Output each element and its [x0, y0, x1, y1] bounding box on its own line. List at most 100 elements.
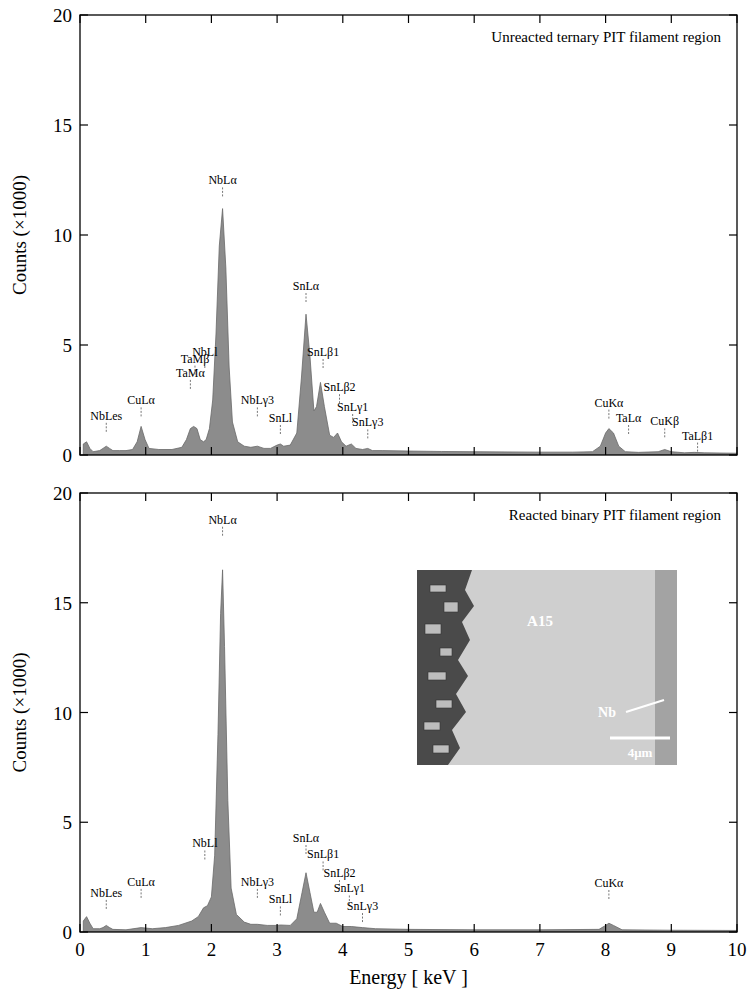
x-tick: [79, 924, 80, 932]
peak-label: TaMα: [176, 366, 205, 380]
y-tick: [729, 492, 737, 493]
y-tick: [80, 234, 88, 235]
inset-fragment: [425, 624, 441, 634]
inset-ground: [417, 570, 677, 765]
peak-label: SnLγ3: [347, 899, 378, 913]
x-tick-label: 1: [141, 939, 151, 960]
peak-label: SnLl: [269, 411, 293, 425]
peak-label: CuLα: [127, 393, 155, 407]
x-tick: [145, 447, 146, 455]
y-tick: [729, 124, 737, 125]
y-tick: [729, 234, 737, 235]
y-tick-label: 0: [63, 922, 73, 943]
y-tick: [80, 344, 88, 345]
x-tick: [342, 924, 343, 932]
peak-label: TaLβ1: [682, 429, 713, 443]
x-tick: [605, 447, 606, 455]
x-tick: [79, 493, 80, 501]
x-tick: [736, 493, 737, 501]
y-tick: [80, 712, 88, 713]
inset-nb-layer: [655, 570, 677, 765]
peak-label: SnLβ1: [307, 345, 339, 359]
peak-leader: [257, 407, 258, 416]
inset-porous-core: [417, 570, 474, 765]
x-tick: [408, 924, 409, 932]
scale-bar-label: 4μm: [628, 745, 653, 760]
x-tick: [671, 15, 672, 23]
peak-label: SnLβ2: [323, 866, 355, 880]
y-tick: [80, 931, 88, 932]
x-tick: [605, 924, 606, 932]
x-tick-label: 7: [535, 939, 545, 960]
y-tick: [80, 822, 88, 823]
x-tick: [736, 447, 737, 455]
x-tick: [408, 493, 409, 501]
peak-leader: [106, 900, 107, 909]
x-tick-label: 10: [728, 939, 747, 960]
peak-label: NbLl: [192, 345, 218, 359]
x-tick: [539, 447, 540, 455]
peak-label: SnLγ1: [334, 881, 365, 895]
inset-fragment: [440, 648, 452, 656]
peak-leader: [306, 293, 307, 302]
y-tick-label: 20: [53, 5, 72, 26]
x-tick: [539, 493, 540, 501]
peak-leader: [362, 913, 363, 922]
y-tick: [80, 124, 88, 125]
frame: [80, 493, 737, 932]
x-tick-label: 4: [338, 939, 348, 960]
inset: A15Nb4μm: [417, 570, 677, 765]
x-tick: [408, 15, 409, 23]
x-tick: [342, 493, 343, 501]
peak-leader: [190, 380, 191, 389]
x-axis-title: Energy [ keV ]: [349, 966, 468, 989]
x-tick-label: 3: [272, 939, 282, 960]
peak-label: NbLl: [192, 836, 218, 850]
y-tick: [80, 602, 88, 603]
peak-label: SnLγ3: [352, 415, 383, 429]
peak-leader: [608, 890, 609, 899]
x-tick: [145, 15, 146, 23]
peak-label: NbLγ3: [241, 393, 274, 407]
peak-leader: [141, 889, 142, 898]
peak-label: TaLα: [616, 411, 642, 425]
y-tick-label: 5: [63, 335, 73, 356]
peak-label: SnLα: [293, 831, 320, 845]
x-tick-label: 8: [601, 939, 611, 960]
x-tick: [408, 447, 409, 455]
x-tick: [539, 15, 540, 23]
y-tick: [80, 14, 88, 15]
x-tick: [539, 924, 540, 932]
x-tick: [474, 447, 475, 455]
y-axis-title: Counts (×1000): [9, 175, 31, 295]
x-tick: [145, 924, 146, 932]
inset-label: A15: [527, 613, 553, 629]
y-tick-label: 15: [53, 115, 72, 136]
x-tick-label: 6: [469, 939, 479, 960]
peak-label: NbLes: [90, 886, 122, 900]
x-tick: [605, 15, 606, 23]
peak-leader: [608, 410, 609, 419]
peak-label: NbLα: [208, 513, 237, 527]
peak-label: NbLγ3: [241, 875, 274, 889]
y-tick-label: 15: [53, 593, 72, 614]
x-tick: [342, 447, 343, 455]
peak-label: CuKα: [594, 876, 624, 890]
x-tick: [277, 447, 278, 455]
y-tick: [729, 14, 737, 15]
inset-pointer: [626, 700, 664, 712]
x-tick: [211, 924, 212, 932]
y-tick-label: 10: [53, 703, 72, 724]
x-tick: [671, 924, 672, 932]
scale-bar: [610, 737, 670, 740]
x-tick-label: 5: [404, 939, 414, 960]
data-group: [83, 570, 737, 932]
y-tick-label: 5: [63, 812, 73, 833]
y-tick: [729, 344, 737, 345]
x-tick: [736, 15, 737, 23]
inset-fragment: [436, 700, 452, 708]
x-tick: [79, 15, 80, 23]
y-axis-title: Counts (×1000): [9, 653, 31, 773]
peak-leader: [106, 423, 107, 432]
y-tick: [80, 454, 88, 455]
